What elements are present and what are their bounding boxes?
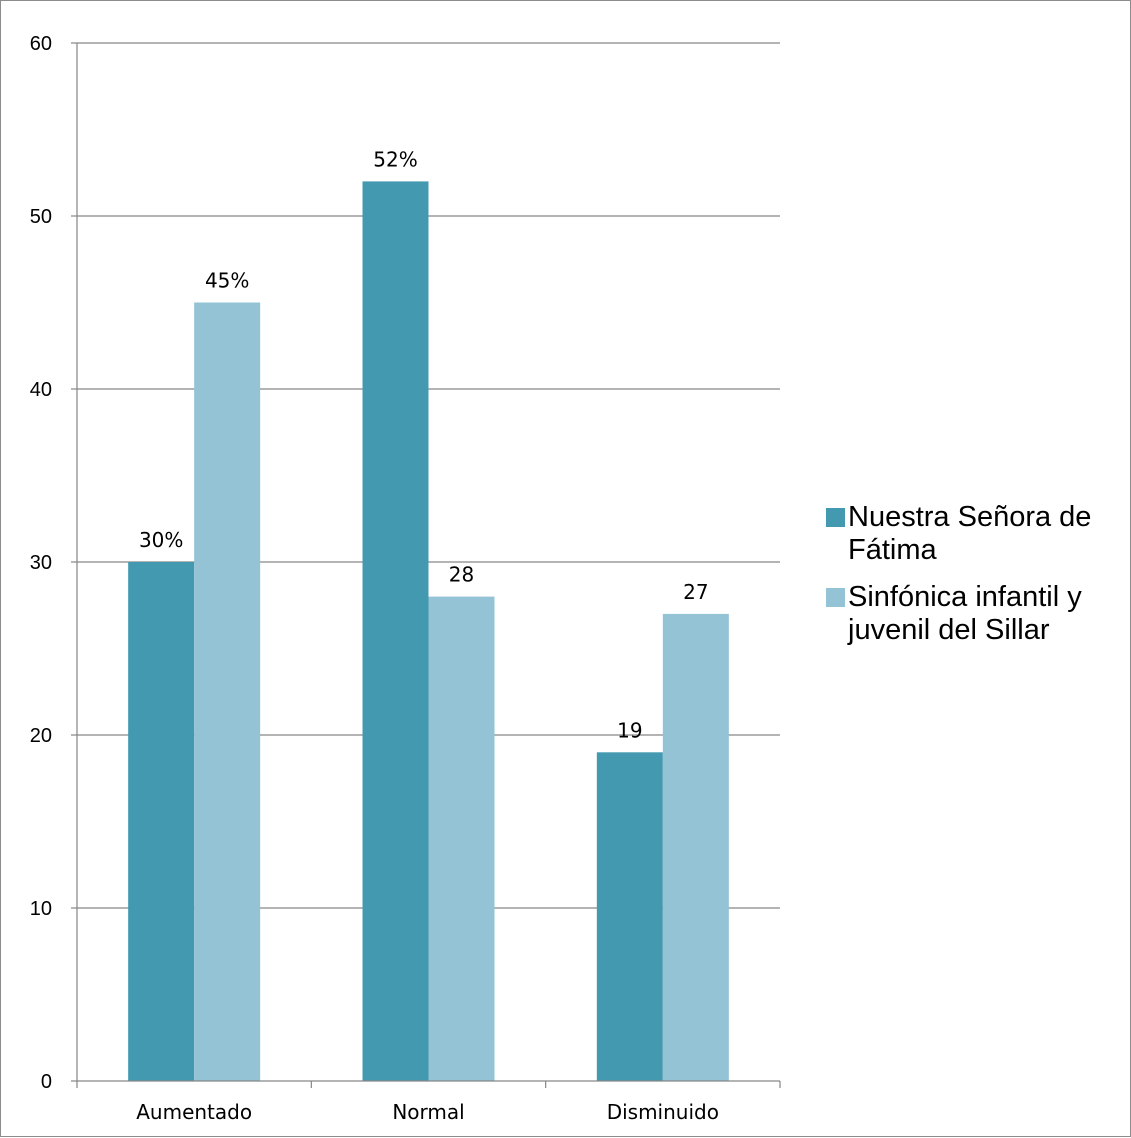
- y-tick-label-60: 60: [30, 33, 52, 55]
- bar-disminuido-series-1: [596, 752, 663, 1081]
- data-label-normal-series-1: 52%: [373, 147, 417, 171]
- bar-aumentado-series-2: [194, 302, 261, 1081]
- labels: 0 10 20 30 40 50 60 30% 52% 19 45% 28 27 Aumentado Nor…: [30, 33, 719, 1124]
- legend-swatch-series-2: [826, 588, 845, 607]
- data-label-disminuido-series-2: 27: [683, 580, 708, 604]
- bar-normal-series-1: [362, 181, 429, 1081]
- legend-label-series-1: Nuestra Señora de Fátima: [848, 501, 1092, 566]
- legend-item-series-2: Sinfónica infantil y juvenil del Sillar: [826, 581, 1126, 647]
- data-label-aumentado-series-2: 45%: [205, 269, 249, 293]
- legend-swatch-series-1: [826, 508, 845, 527]
- y-tick-label-20: 20: [30, 725, 52, 747]
- bar-disminuido-series-2: [662, 613, 729, 1081]
- y-tick-label-10: 10: [30, 898, 52, 920]
- data-label-disminuido-series-1: 19: [617, 718, 642, 742]
- x-tick-label-normal: Normal: [392, 1100, 464, 1124]
- x-tick-label-disminuido: Disminuido: [607, 1100, 719, 1124]
- data-label-normal-series-2: 28: [449, 563, 474, 587]
- legend-label-series-2: Sinfónica infantil y juvenil del Sillar: [848, 581, 1082, 646]
- data-label-aumentado-series-1: 30%: [139, 528, 183, 552]
- y-tick-label-40: 40: [30, 379, 52, 401]
- legend: Nuestra Señora de Fátima Sinfónica infan…: [826, 501, 1126, 661]
- bar-normal-series-2: [428, 596, 495, 1081]
- y-tick-label-50: 50: [30, 206, 52, 228]
- legend-item-series-1: Nuestra Señora de Fátima: [826, 501, 1126, 567]
- y-tick-label-30: 30: [30, 552, 52, 574]
- x-tick-label-aumentado: Aumentado: [136, 1100, 252, 1124]
- y-tick-label-0: 0: [41, 1071, 52, 1093]
- bar-aumentado-series-1: [128, 562, 195, 1081]
- bars: [128, 181, 729, 1081]
- axes: [71, 42, 781, 1088]
